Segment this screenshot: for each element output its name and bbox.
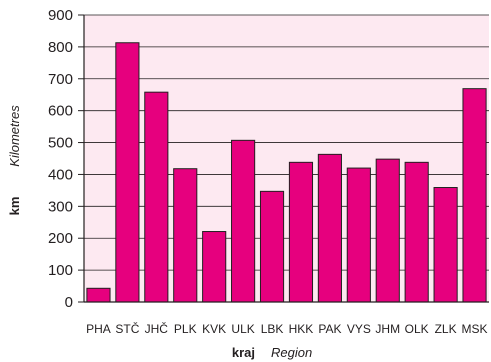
y-tick-label: 900 xyxy=(48,7,73,24)
bar-PLK xyxy=(173,168,198,303)
x-category-label: MSK xyxy=(462,322,488,336)
y-tick-label: 200 xyxy=(48,230,73,247)
y-tick-label: 300 xyxy=(48,198,73,215)
x-category-label: KVK xyxy=(202,322,226,336)
x-category-label: HKK xyxy=(289,322,314,336)
bar-VYS xyxy=(346,167,371,303)
bar-ZLK xyxy=(433,187,458,303)
x-category-label: JHČ xyxy=(145,321,169,336)
bar-PHA xyxy=(86,287,111,303)
x-category-label: STČ xyxy=(115,321,139,336)
y-tick-label: 100 xyxy=(48,262,73,279)
bars xyxy=(86,42,487,303)
y-axis-title: km xyxy=(7,197,22,216)
y-tick-label: 600 xyxy=(48,103,73,120)
y-tick-label: 800 xyxy=(48,39,73,56)
x-axis-title: kraj xyxy=(232,345,255,360)
x-category-label: VYS xyxy=(347,322,371,336)
y-tick-label: 400 xyxy=(48,166,73,183)
x-category-label: ULK xyxy=(231,322,254,336)
bar-STČ xyxy=(115,42,140,303)
x-axis-subtitle: Region xyxy=(271,345,312,360)
y-tick-label: 0 xyxy=(65,294,73,311)
y-tick-label: 500 xyxy=(48,135,73,152)
x-category-label: JHM xyxy=(375,322,400,336)
y-tick-label: 700 xyxy=(48,71,73,88)
y-tick-labels: 0 100 200 300 400 500 600 700 800 900 xyxy=(48,7,84,311)
bar-HKK xyxy=(288,161,314,303)
y-axis-subtitle: Kilometres xyxy=(7,105,22,167)
bar-JHČ xyxy=(144,91,169,303)
bar-ULK xyxy=(231,139,256,303)
bar-MSK xyxy=(462,88,487,303)
x-category-label: OLK xyxy=(405,322,429,336)
x-category-label: PAK xyxy=(318,322,341,336)
bar-JHM xyxy=(375,158,400,303)
x-category-label: ZLK xyxy=(435,322,457,336)
x-category-labels: PHA STČ JHČ PLK KVK ULK LBK HKK PAK VYS JHM OLK ZLK M… xyxy=(86,321,487,336)
bar-LBK xyxy=(259,190,285,303)
x-category-label: PHA xyxy=(86,322,111,336)
bar-KVK xyxy=(202,231,227,303)
bar-PAK xyxy=(317,153,342,303)
x-category-label: LBK xyxy=(261,322,284,336)
bar-OLK xyxy=(404,161,429,303)
x-category-label: PLK xyxy=(174,322,197,336)
